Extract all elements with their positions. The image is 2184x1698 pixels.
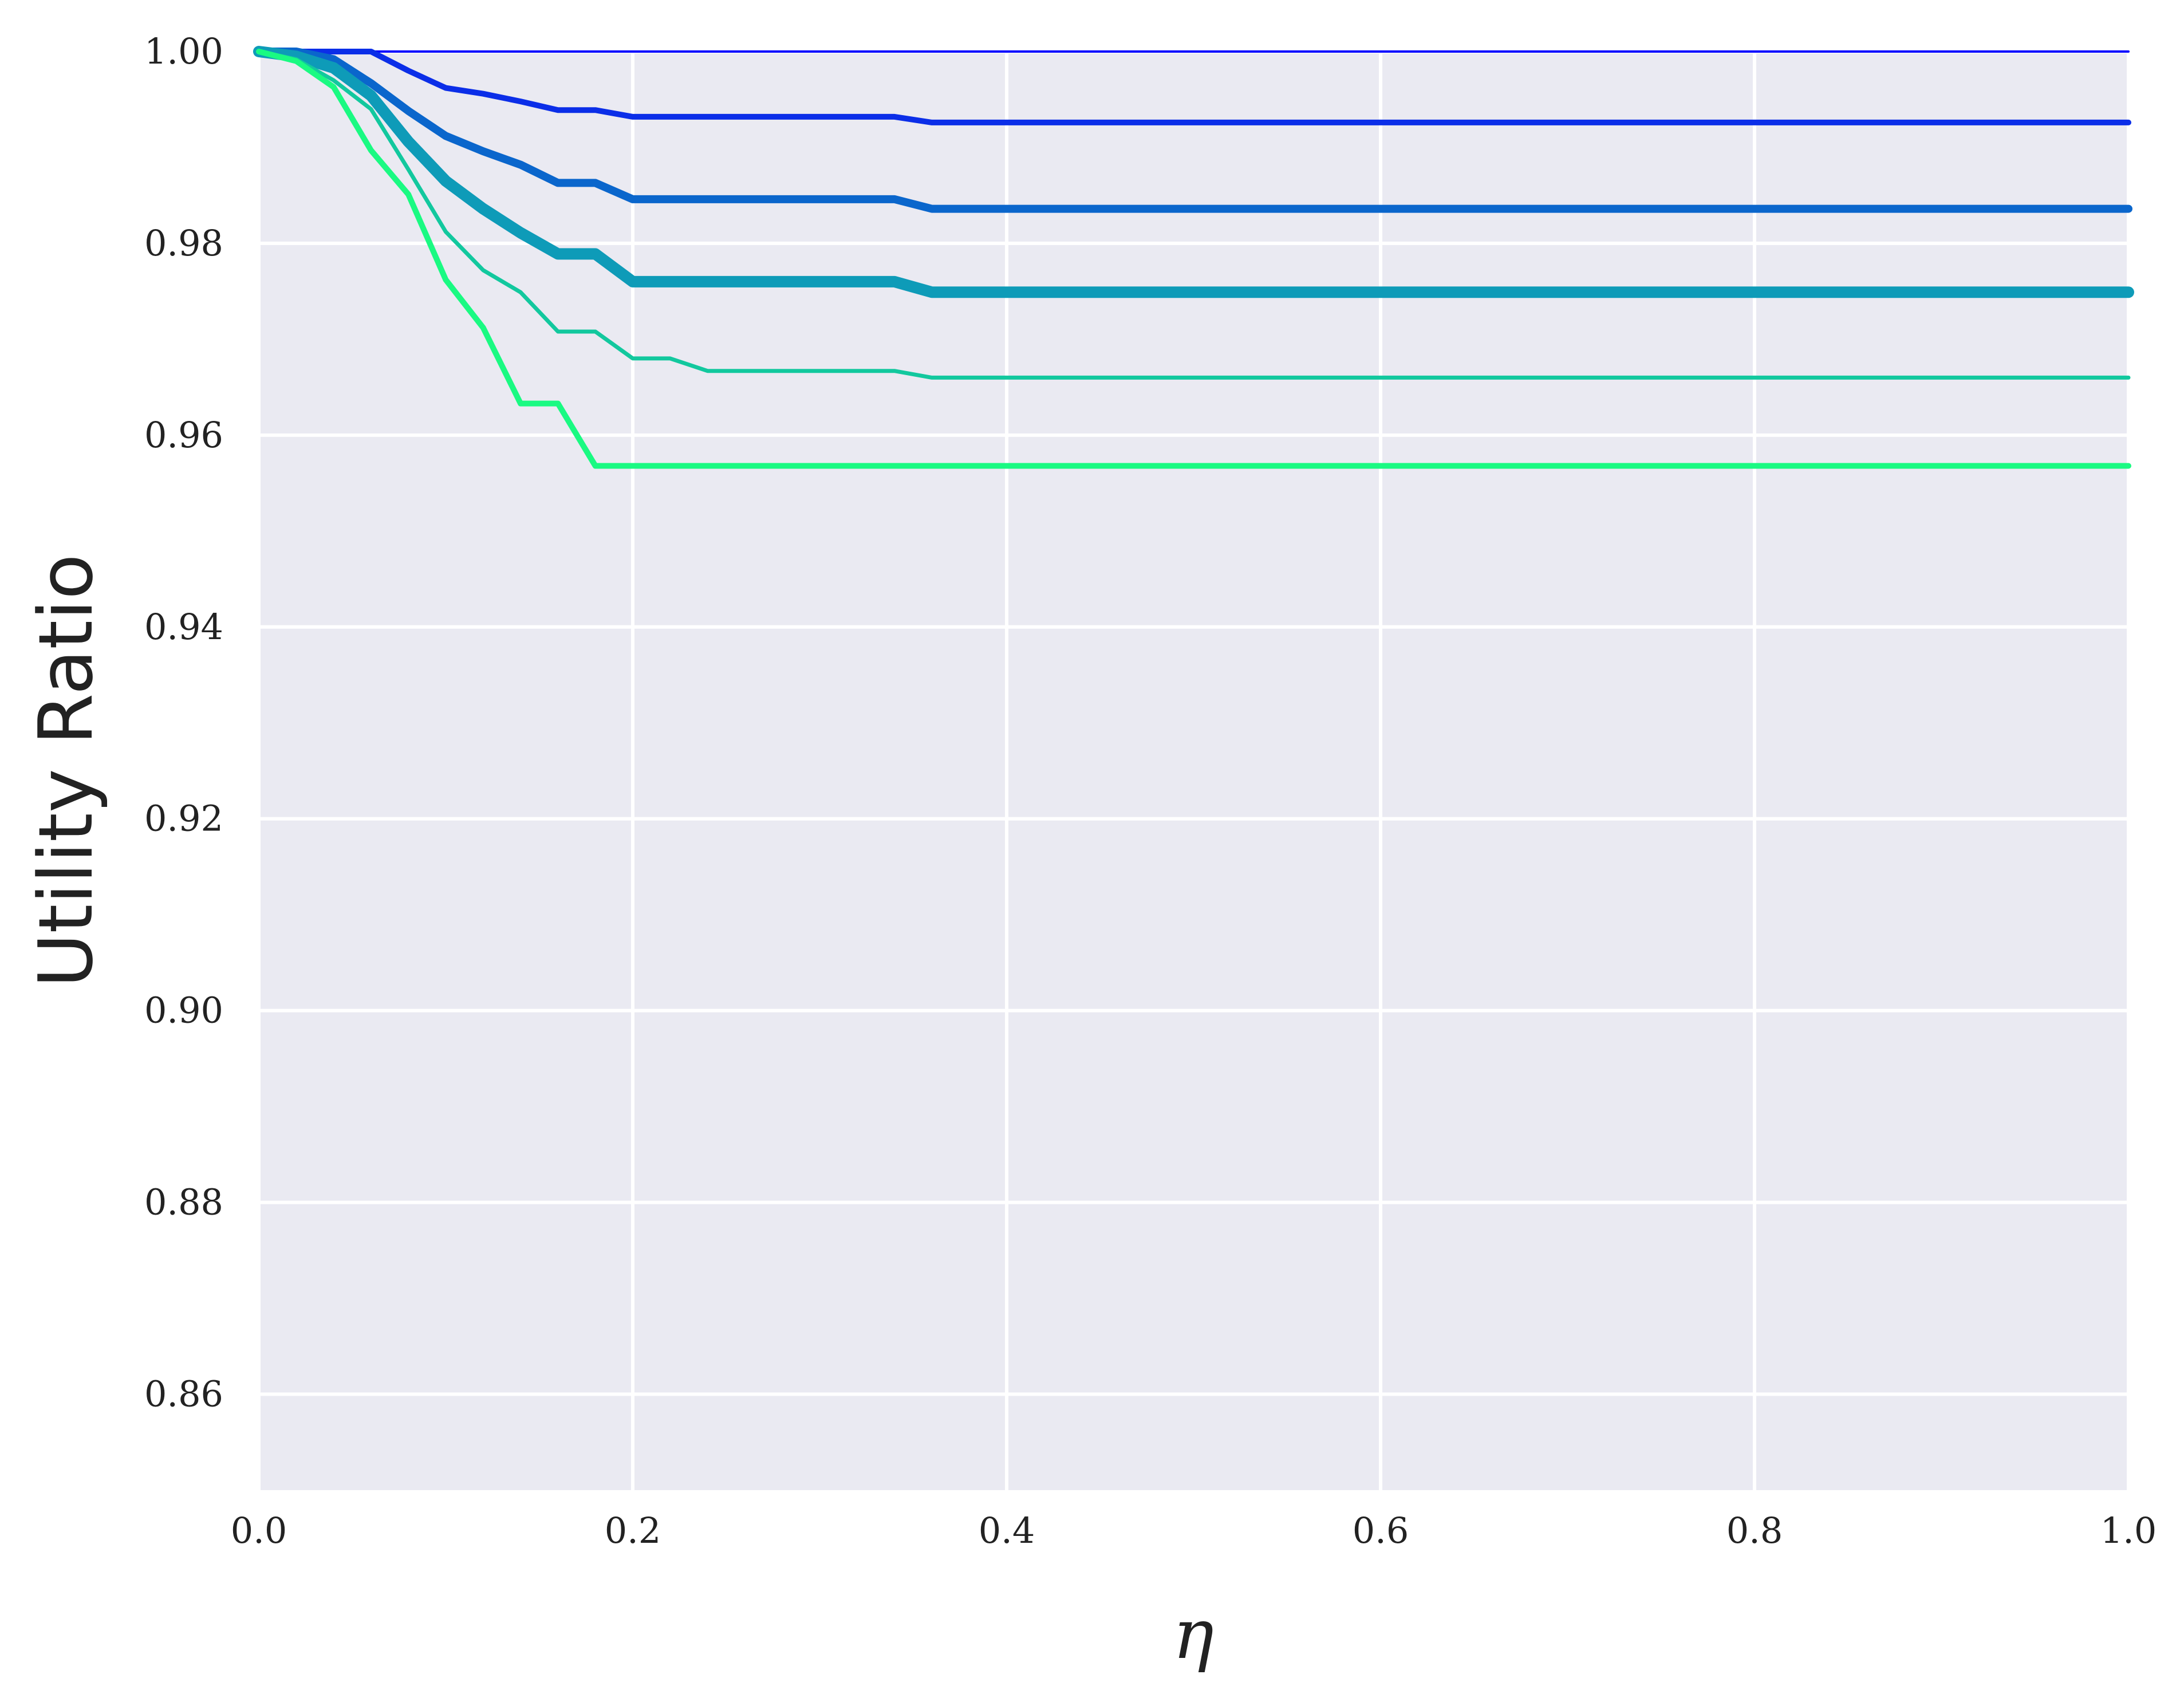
series-line-4 [253,46,2134,298]
x-tick-label: 0.8 [1726,1510,1783,1551]
series-line-5 [257,49,2131,380]
series-layer [253,46,2134,469]
x-tick-label: 0.0 [231,1510,287,1551]
x-axis-label: η [1173,1595,1214,1675]
y-tick-label: 0.92 [144,798,223,840]
y-tick-label: 1.00 [144,30,223,72]
x-tick-label: 1.0 [2100,1510,2157,1551]
series-line-3 [255,48,2132,213]
tick-labels: 0.0 0.2 0.4 0.6 0.8 1.0 0.86 0.88 0.90 0.92 0.94 0.… [144,30,2157,1551]
y-tick-label: 0.98 [144,222,223,264]
series-line-6 [256,49,2131,469]
plot-background [259,52,2128,1490]
y-axis-label: Utility Ratio [22,554,109,987]
y-tick-label: 0.96 [144,414,223,456]
series-line-2 [256,49,2131,125]
y-tick-label: 0.86 [144,1373,223,1415]
x-tick-label: 0.6 [1353,1510,1409,1551]
y-tick-label: 0.88 [144,1181,223,1223]
y-tick-label: 0.94 [144,606,223,648]
x-tick-label: 0.4 [979,1510,1035,1551]
y-tick-label: 0.90 [144,990,223,1031]
x-tick-label: 0.2 [605,1510,661,1551]
